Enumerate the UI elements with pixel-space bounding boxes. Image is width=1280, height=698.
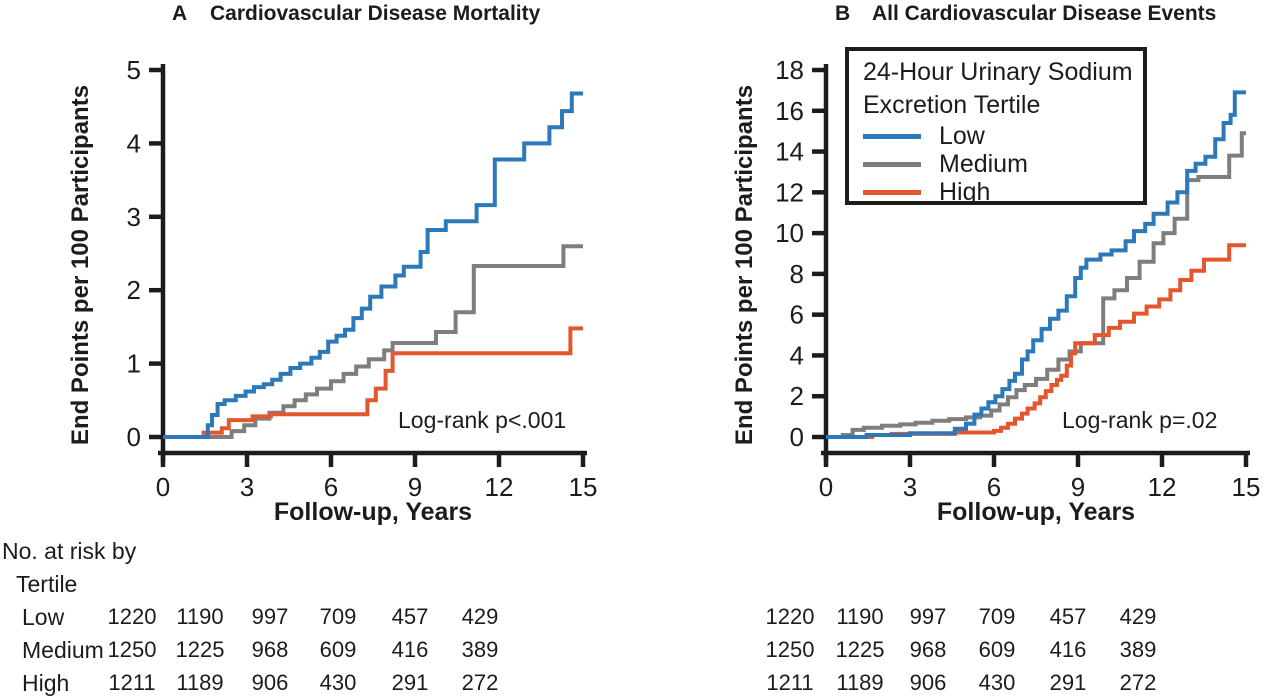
risk-cell: 906 [251,670,289,695]
risk-cell: 291 [391,670,429,695]
series-high-panel-b [826,243,1246,439]
risk-cell: 457 [391,604,429,629]
panel-b-title: All Cardiovascular Disease Events [872,2,1217,25]
legend-title-line-2: Excretion Tertile [863,91,1041,119]
risk-cell: 1211 [766,670,814,695]
y-tick-label: 18 [775,55,804,85]
risk-cell: 906 [909,670,947,695]
risk-cell: 609 [978,637,1016,662]
legend-swatch-medium [863,161,921,167]
legend-entry-high: High [863,178,1143,206]
y-tick-label: 0 [127,422,141,452]
risk-cell: 272 [1119,670,1157,695]
risk-cell: 1190 [176,604,224,629]
legend-title-line-1: 24-Hour Urinary Sodium [863,58,1133,86]
risk-row-label-high: High [22,670,70,696]
panel-b-label: B [835,2,851,25]
panel-b-logrank-annotation: Log-rank p=.02 [1062,407,1218,433]
risk-cell: 997 [251,604,289,629]
y-tick-label: 2 [127,275,141,305]
risk-cell: 429 [461,604,499,629]
risk-cell: 609 [319,637,357,662]
x-tick-label: 15 [1232,472,1261,502]
risk-cell: 1250 [765,637,815,662]
risk-cell: 389 [1119,637,1157,662]
risk-table-heading-line-2: Tertile [16,571,78,597]
y-tick-label: 5 [127,55,141,85]
x-tick-label: 9 [1071,472,1085,502]
risk-cell: 291 [1049,670,1087,695]
legend-label-high: High [939,177,991,206]
y-tick-label: 16 [775,96,804,126]
risk-cell: 1220 [107,604,157,629]
risk-cell: 1250 [107,637,157,662]
x-tick-label: 12 [485,472,514,502]
risk-cell: 416 [391,637,429,662]
risk-cell: 997 [909,604,947,629]
y-tick-label: 0 [790,422,804,452]
x-tick-label: 3 [903,472,917,502]
y-tick-label: 10 [775,218,804,248]
risk-cell: 430 [978,670,1016,695]
y-tick-label: 14 [775,137,804,167]
series-low-panel-a [163,91,583,439]
risk-cell: 709 [319,604,357,629]
risk-cell: 1190 [836,604,884,629]
risk-cell: 430 [319,670,357,695]
y-tick-label: 6 [790,300,804,330]
x-tick-label: 3 [240,472,254,502]
x-tick-label: 15 [569,472,598,502]
risk-cell: 968 [251,637,289,662]
panel-b-x-axis-label: Follow-up, Years [936,498,1136,526]
risk-cell: 1189 [176,670,224,695]
legend-label-medium: Medium [939,149,1028,178]
legend-box: 24-Hour Urinary Sodium Excretion Tertile… [845,47,1147,206]
risk-cell: 389 [461,637,499,662]
panel-a-title: Cardiovascular Disease Mortality [210,2,541,25]
risk-cell: 1225 [175,637,225,662]
x-tick-label: 12 [1148,472,1177,502]
series-low-panel-b [826,90,1246,439]
risk-cell: 1189 [836,670,884,695]
risk-table-heading-line-1: No. at risk by [2,538,137,564]
legend-entry-medium: Medium [863,150,1143,178]
panel-a-y-axis-label: End Points per 100 Participants [67,84,94,446]
panel-b-y-axis-label: End Points per 100 Participants [731,84,758,446]
risk-row-label-low: Low [22,604,65,630]
y-tick-label: 2 [790,381,804,411]
risk-cell: 1225 [835,637,885,662]
legend-swatch-low [863,133,921,139]
risk-cell: 457 [1049,604,1087,629]
y-tick-label: 1 [127,349,141,379]
x-tick-label: 6 [987,472,1001,502]
y-tick-label: 4 [127,128,141,158]
y-tick-label: 3 [127,202,141,232]
y-tick-label: 8 [790,259,804,289]
x-tick-label: 6 [324,472,338,502]
x-tick-label: 0 [156,472,170,502]
risk-cell: 968 [909,637,947,662]
y-tick-label: 4 [790,340,804,370]
x-tick-label: 0 [819,472,833,502]
risk-cell: 416 [1049,637,1087,662]
risk-row-label-medium: Medium [22,637,104,663]
risk-cell: 1220 [765,604,815,629]
panel-a-label: A [172,2,188,25]
series-medium-panel-b [826,131,1246,439]
series-medium-panel-a [163,244,583,439]
legend-swatch-high [863,189,921,195]
panel-a-logrank-annotation: Log-rank p<.001 [398,407,567,433]
risk-cell: 709 [978,604,1016,629]
legend-entry-low: Low [863,122,1143,150]
risk-cell: 1211 [108,670,156,695]
risk-cell: 272 [461,670,499,695]
panel-a-x-axis-label: Follow-up, Years [273,498,473,526]
series-high-panel-a [163,326,583,439]
y-tick-label: 12 [775,177,804,207]
x-tick-label: 9 [408,472,422,502]
risk-cell: 429 [1119,604,1157,629]
legend-label-low: Low [939,121,985,150]
